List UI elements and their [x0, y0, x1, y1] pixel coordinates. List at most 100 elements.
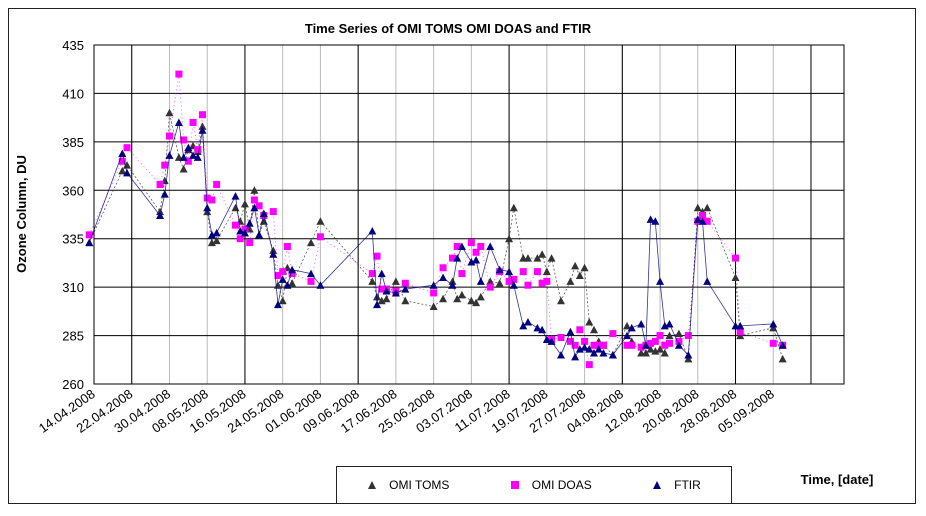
- point-0-26: [288, 279, 297, 287]
- y-tick-label-0: 260: [62, 377, 84, 392]
- legend-label-ftir: FTIR: [674, 478, 701, 492]
- point-0-66: [641, 349, 650, 357]
- point-2-70: [660, 321, 669, 330]
- point-2-15: [231, 192, 240, 200]
- point-2-40: [467, 257, 476, 266]
- point-1-31: [378, 285, 386, 293]
- point-0-36: [439, 294, 448, 303]
- point-2-19: [250, 203, 259, 212]
- legend-marker-omi-toms: [368, 481, 377, 489]
- point-1-18: [246, 239, 254, 247]
- point-1-24: [279, 268, 287, 276]
- point-2-34: [401, 285, 410, 293]
- point-1-56: [576, 326, 584, 334]
- point-0-33: [391, 277, 400, 285]
- point-0-12: [203, 207, 212, 216]
- point-2-39: [457, 242, 466, 250]
- point-0-43: [486, 277, 495, 285]
- point-0-5: [165, 108, 174, 117]
- point-1-55: [571, 341, 579, 349]
- y-tick-label-4: 360: [62, 183, 84, 198]
- point-0-80: [778, 354, 787, 363]
- point-1-8: [184, 157, 192, 165]
- point-2-71: [665, 319, 674, 328]
- point-1-68: [651, 337, 659, 345]
- series-ftir: [85, 118, 787, 361]
- point-1-14: [213, 180, 221, 188]
- y-tick-label-1: 285: [62, 329, 84, 344]
- point-2-75: [698, 217, 707, 225]
- point-1-28: [316, 233, 324, 241]
- point-1-75: [698, 211, 706, 219]
- point-2-63: [623, 331, 632, 340]
- point-0-58: [585, 318, 594, 326]
- point-0-68: [651, 347, 660, 355]
- series-omi-doas: [85, 70, 787, 369]
- point-0-41: [472, 298, 481, 307]
- point-1-62: [609, 330, 617, 338]
- point-2-0: [85, 238, 94, 247]
- series-line-0: [88, 112, 784, 359]
- point-2-56: [575, 345, 584, 353]
- point-0-38: [453, 294, 462, 303]
- point-0-42: [476, 292, 485, 301]
- point-0-74: [693, 203, 702, 212]
- point-2-10: [193, 153, 202, 161]
- point-2-54: [566, 327, 575, 336]
- point-0-2: [123, 161, 132, 169]
- point-1-30: [373, 252, 381, 260]
- point-1-73: [684, 332, 692, 340]
- point-2-7: [179, 153, 188, 161]
- point-2-44: [495, 265, 504, 274]
- point-2-51: [542, 335, 551, 343]
- point-1-25: [283, 242, 291, 250]
- point-2-17: [240, 228, 249, 237]
- point-0-57: [580, 263, 589, 272]
- point-1-3: [156, 180, 164, 188]
- point-0-14: [212, 236, 221, 245]
- point-0-1: [118, 166, 127, 175]
- point-1-36: [439, 264, 447, 272]
- point-2-80: [778, 341, 787, 349]
- point-2-29: [368, 226, 377, 235]
- point-0-50: [538, 250, 547, 258]
- point-2-38: [453, 254, 462, 262]
- point-2-9: [189, 151, 198, 159]
- point-0-28: [316, 217, 325, 225]
- point-0-30: [373, 292, 382, 301]
- y-tick-label-3: 335: [62, 232, 84, 247]
- legend-item-ftir: FTIR: [652, 478, 701, 492]
- point-1-19: [250, 196, 258, 204]
- point-1-12: [203, 194, 211, 202]
- point-0-71: [665, 331, 674, 340]
- point-2-49: [533, 323, 542, 332]
- point-2-78: [736, 321, 745, 330]
- point-0-54: [566, 277, 575, 285]
- legend-marker-ftir: [653, 481, 662, 489]
- legend-marker-omi-doas: [510, 481, 519, 489]
- point-2-53: [556, 350, 565, 359]
- point-1-48: [524, 281, 532, 289]
- point-2-52: [547, 337, 556, 345]
- point-1-71: [665, 339, 673, 347]
- y-ticks: 260 285 310 335 360 385 410 435: [62, 38, 84, 392]
- chart-title: Time Series of OMI TOMS OMI DOAS and FTI…: [305, 21, 592, 36]
- y-tick-label-6: 410: [62, 86, 84, 101]
- point-1-34: [401, 279, 409, 287]
- point-0-70: [660, 349, 669, 357]
- point-2-47: [519, 321, 528, 330]
- point-1-22: [269, 208, 277, 216]
- point-2-22: [269, 250, 278, 258]
- point-1-59: [590, 341, 598, 349]
- grid: [93, 44, 844, 385]
- point-2-2: [123, 168, 132, 177]
- point-2-57: [580, 343, 589, 351]
- point-1-70: [661, 341, 669, 349]
- y-axis-label: Ozone Column, DU: [14, 155, 29, 273]
- point-0-17: [240, 199, 249, 208]
- point-2-4: [160, 190, 169, 198]
- point-1-63: [623, 341, 631, 349]
- point-2-73: [684, 350, 693, 359]
- point-1-40: [467, 239, 475, 247]
- point-0-56: [575, 271, 584, 280]
